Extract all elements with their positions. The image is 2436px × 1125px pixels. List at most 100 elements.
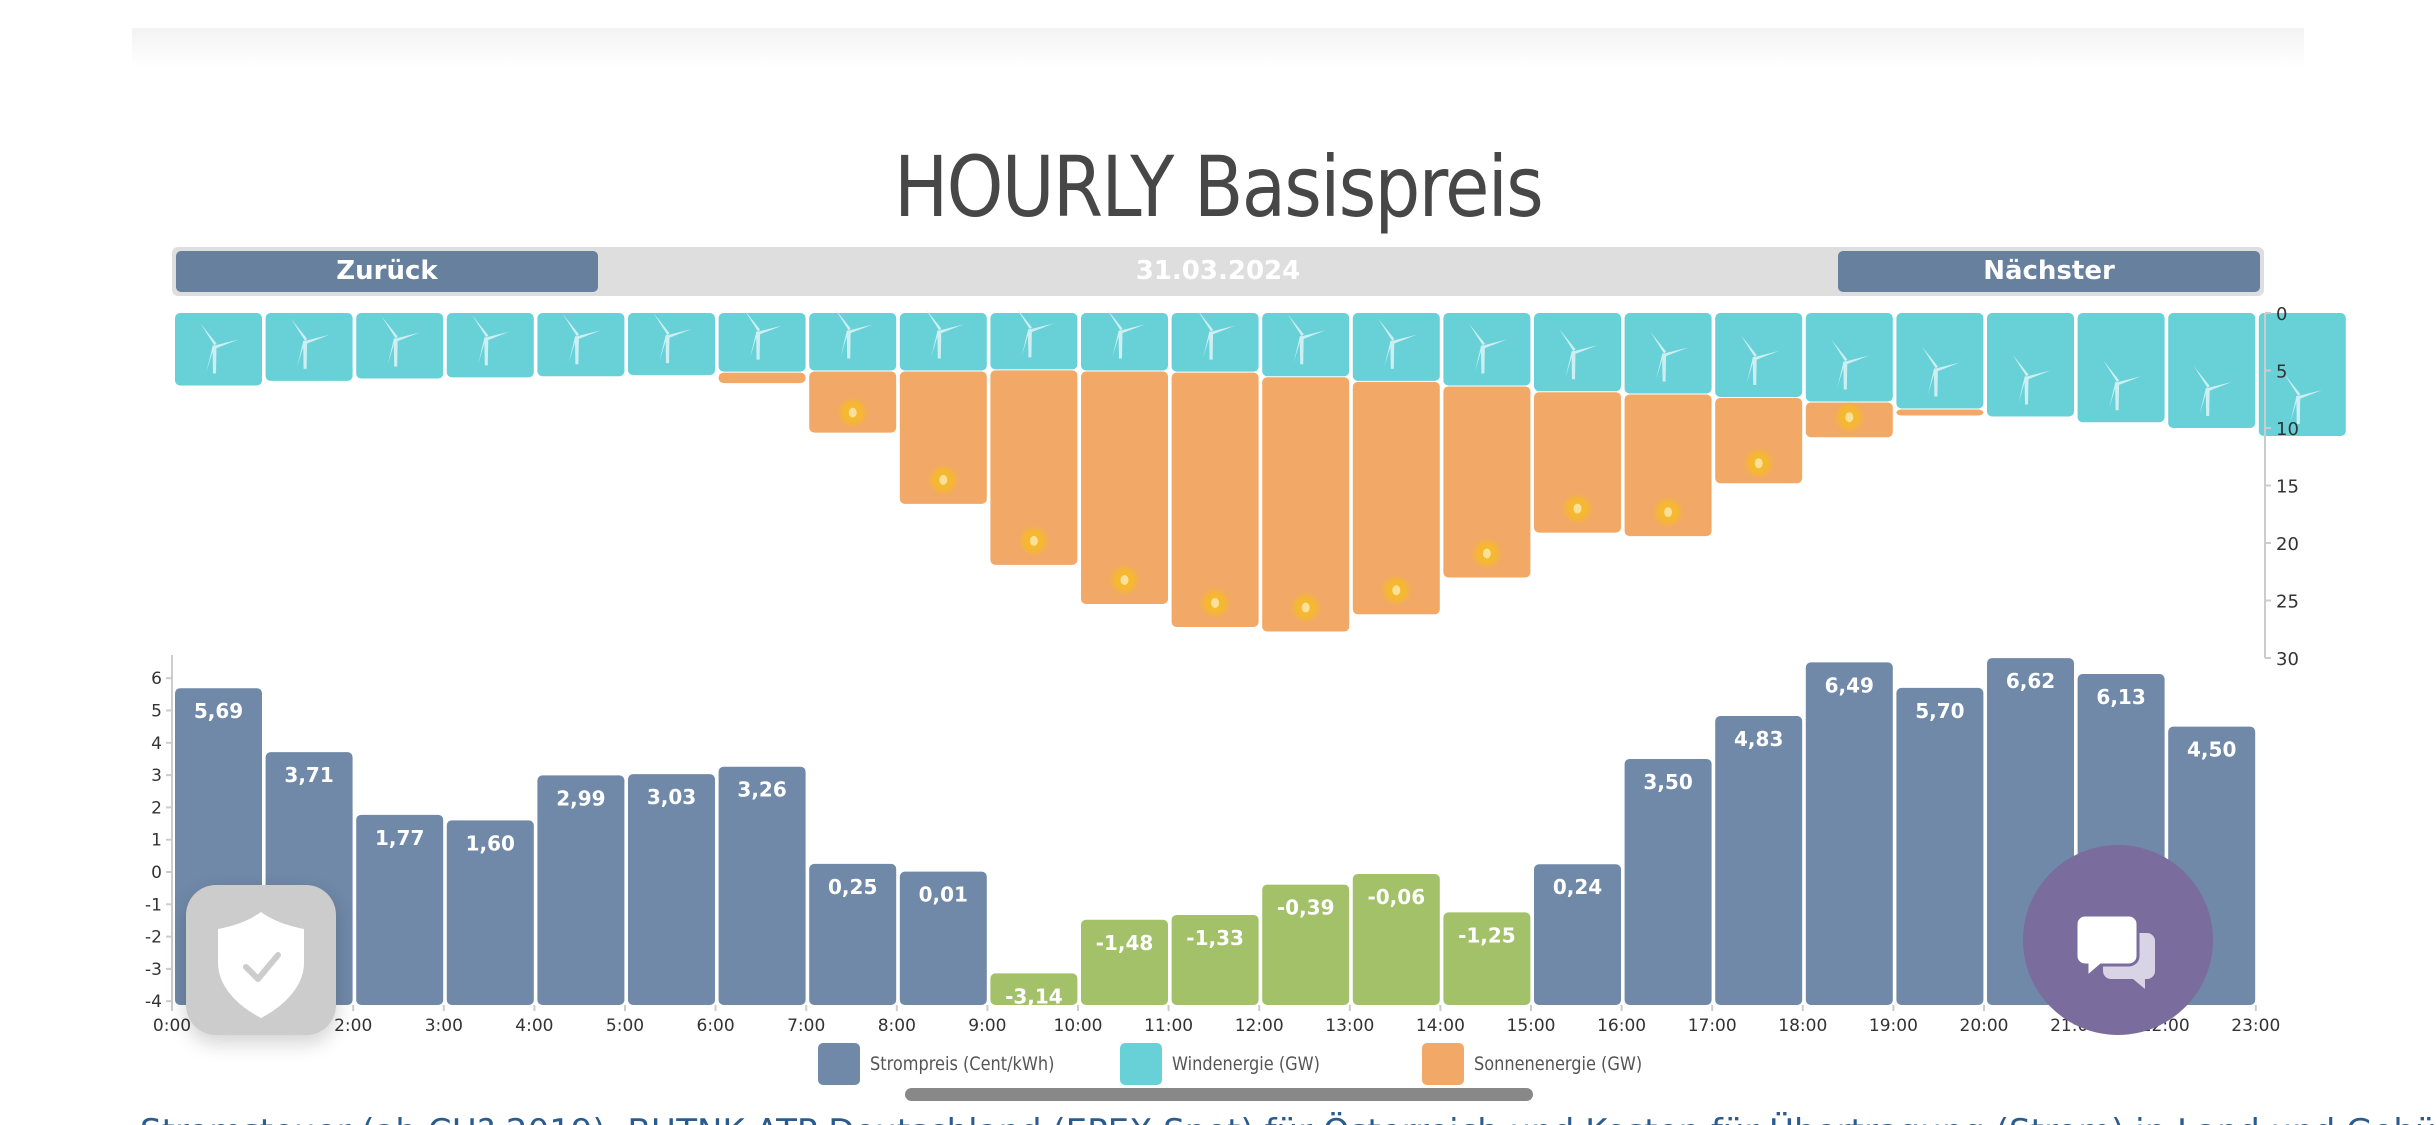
legend-item-strompreis[interactable]: Strompreis (Cent/kWh): [818, 1043, 1087, 1085]
price-value-label: 5,69: [194, 699, 243, 723]
price-x-tick-label: 16:00: [1597, 1016, 1646, 1036]
shield-check-icon: [218, 912, 304, 1018]
turbine-blade: [1831, 339, 1848, 362]
turbine-tower: [1843, 361, 1848, 390]
price-value-label: -1,33: [1186, 926, 1244, 950]
wind-bar: [1987, 313, 2074, 417]
energy-chart: 0 5 10 15 20 25 30: [175, 304, 2346, 670]
price-y-tick-label: 5: [151, 702, 162, 722]
wind-turbine-icon: [653, 313, 692, 364]
price-x-tick-label: 23:00: [2231, 1016, 2280, 1036]
wind-bar: [265, 313, 353, 381]
sun-core: [848, 407, 857, 418]
turbine-blade: [840, 330, 849, 357]
turbine-blade: [206, 345, 215, 372]
turbine-tower: [1209, 331, 1214, 360]
wind-bar: [990, 313, 1078, 370]
wind-turbine-icon: [291, 318, 330, 369]
wind-bar: [1262, 313, 1350, 377]
turbine-blade: [1740, 334, 1757, 357]
turbine-blade: [1197, 309, 1214, 332]
chart-legend: Strompreis (Cent/kWh) Windenergie (GW) S…: [0, 1043, 2436, 1085]
wind-bar: [356, 313, 444, 379]
turbine-blade: [1015, 307, 1032, 330]
turbine-blade: [2012, 354, 2029, 377]
turbine-blade: [1211, 325, 1236, 335]
price-value-label: 3,50: [1643, 770, 1692, 794]
sun-core: [1482, 548, 1491, 559]
turbine-blade: [750, 331, 759, 358]
wind-bar: [446, 313, 534, 378]
turbine-blade: [2207, 382, 2232, 391]
footer-text: Stromsteuer (ab CH? 2019), BHTNK ATP Deu…: [140, 1112, 2436, 1125]
turbine-blade: [659, 335, 668, 362]
privacy-shield-button[interactable]: [186, 885, 336, 1035]
sun-core: [1029, 535, 1038, 546]
wind-turbine-icon: [1015, 307, 1054, 358]
wind-turbine-icon: [1287, 314, 1326, 365]
sun-bar: [899, 371, 987, 504]
price-x-tick-label: 2:00: [334, 1016, 372, 1036]
price-value-label: -0,06: [1367, 885, 1425, 909]
sun-core: [1301, 602, 1310, 613]
turbine-tower: [574, 336, 579, 365]
price-bar: [1805, 662, 1893, 1005]
turbine-blade: [1293, 336, 1302, 363]
turbine-tower: [2296, 396, 2301, 425]
price-bar: [1352, 873, 1440, 1005]
sun-bar: [1534, 392, 1621, 533]
price-x-tick-label: 10:00: [1054, 1016, 1103, 1036]
energy-y-tick-label: 10: [2276, 419, 2299, 440]
turbine-tower: [1571, 351, 1576, 380]
wind-turbine-icon: [200, 323, 239, 374]
sun-core: [1573, 503, 1582, 514]
price-x-tick-label: 18:00: [1778, 1016, 1827, 1036]
turbine-blade: [1573, 345, 1598, 355]
price-x-tick-label: 19:00: [1869, 1016, 1918, 1036]
horizontal-scrollbar[interactable]: [905, 1088, 1533, 1101]
price-x-tick-label: 14:00: [1416, 1016, 1465, 1036]
wind-turbine-icon: [2193, 366, 2232, 416]
turbine-blade: [1927, 368, 1936, 395]
sun-bar: [1262, 377, 1350, 632]
wind-turbine-icon: [1650, 331, 1689, 382]
turbine-blade: [758, 325, 783, 335]
price-x-tick-label: 5:00: [606, 1016, 644, 1036]
legend-swatch-windenergie: [1120, 1043, 1162, 1085]
wind-turbine-icon: [1559, 329, 1598, 380]
turbine-blade: [291, 318, 308, 341]
turbine-blade: [568, 336, 577, 363]
legend-item-sonnenenergie[interactable]: Sonnenenergie (GW): [1422, 1043, 1672, 1085]
wind-turbine-icon: [562, 314, 601, 365]
price-x-tick-label: 6:00: [697, 1016, 735, 1036]
price-value-label: 4,83: [1734, 727, 1783, 751]
wind-bar: [628, 313, 715, 376]
price-bar: [809, 863, 897, 1005]
price-x-tick-label: 15:00: [1507, 1016, 1556, 1036]
turbine-blade: [2117, 376, 2142, 386]
previous-day-button[interactable]: Zurück: [176, 251, 598, 292]
price-value-label: 6,62: [2006, 669, 2055, 693]
turbine-tower: [1118, 330, 1123, 359]
turbine-blade: [1482, 339, 1507, 349]
turbine-blade: [486, 331, 511, 341]
energy-y-tick-label: 0: [2276, 304, 2287, 325]
sun-core: [1754, 458, 1763, 469]
wind-turbine-icon: [1106, 308, 1145, 359]
next-day-button[interactable]: Nächster: [1838, 251, 2260, 292]
turbine-blade: [2298, 390, 2323, 400]
price-bar: [718, 766, 806, 1005]
wind-bar: [537, 313, 625, 377]
price-x-tick-label: 3:00: [425, 1016, 463, 1036]
price-y-tick-label: 6: [151, 669, 162, 689]
legend-item-windenergie[interactable]: Windenergie (GW): [1120, 1043, 1346, 1085]
turbine-blade: [1845, 355, 1870, 365]
turbine-tower: [1752, 356, 1757, 385]
chat-button[interactable]: [2023, 845, 2213, 1035]
wind-turbine-icon: [1831, 339, 1870, 390]
date-navigation: Zurück 31.03.2024 Nächster: [172, 247, 2264, 296]
turbine-blade: [2199, 388, 2208, 414]
price-x-tick-label: 7:00: [787, 1016, 825, 1036]
price-value-label: 3,26: [737, 778, 786, 802]
turbine-blade: [834, 308, 851, 331]
